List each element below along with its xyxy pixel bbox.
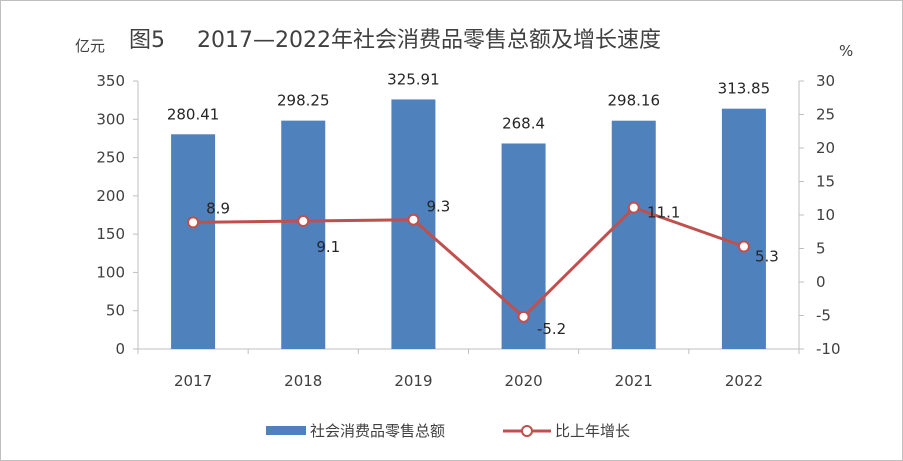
- legend-line-label: 比上年增长: [555, 422, 630, 440]
- x-tick-label: 2022: [725, 372, 763, 390]
- left-tick-label: 200: [96, 187, 125, 205]
- right-tick-label: 30: [816, 72, 835, 90]
- bar-2021: [611, 120, 656, 349]
- growth-point-2021: [627, 201, 640, 214]
- line-data-label: -5.2: [537, 320, 566, 338]
- bar-2017: [171, 134, 216, 349]
- legend-bar-swatch: [266, 426, 306, 435]
- x-tick-label: 2018: [284, 372, 322, 390]
- line-data-label: 11.1: [647, 204, 680, 222]
- bar-data-label: 298.25: [277, 92, 330, 110]
- left-tick-label: 250: [96, 149, 125, 167]
- right-axis-unit: %: [839, 42, 853, 60]
- left-tick-label: 50: [106, 302, 125, 320]
- growth-point-2019: [407, 213, 420, 226]
- left-tick-label: 350: [96, 72, 125, 90]
- chart-title: 2017—2022年社会消费品零售总额及增长速度: [197, 28, 661, 53]
- right-tick-label: 20: [816, 139, 835, 157]
- bar-data-label: 313.85: [718, 80, 771, 98]
- x-tick-label: 2017: [174, 372, 212, 390]
- left-tick-label: 0: [115, 340, 125, 358]
- right-tick-label: 0: [816, 273, 826, 291]
- growth-point-2018: [297, 215, 310, 228]
- legend-line-marker: [521, 425, 533, 437]
- bar-2018: [281, 120, 326, 349]
- bar-data-label: 268.4: [502, 114, 545, 132]
- x-tick-label: 2020: [504, 372, 542, 390]
- right-tick-label: 10: [816, 206, 835, 224]
- right-tick-label: -5: [816, 307, 831, 325]
- growth-line: [193, 206, 745, 319]
- chart-title-prefix: 图5: [129, 28, 165, 53]
- growth-point-2017: [187, 216, 200, 229]
- x-tick-label: 2019: [394, 372, 432, 390]
- bar-data-label: 325.91: [387, 70, 440, 88]
- x-tick-label: 2021: [615, 372, 653, 390]
- left-axis-unit: 亿元: [75, 37, 105, 55]
- bar-2022: [721, 108, 766, 349]
- plot-area: 0 50 100 150 200 250 300 350 -10 -5 0 5 10 15 20 25 30 20…: [96, 70, 840, 390]
- right-tick-label: 25: [816, 106, 835, 124]
- bar-data-label: 280.41: [167, 105, 220, 123]
- left-tick-label: 100: [96, 263, 125, 281]
- growth-point-2022: [737, 240, 750, 253]
- left-tick-label: 300: [96, 110, 125, 128]
- left-tick-label: 150: [96, 225, 125, 243]
- growth-point-2020: [517, 310, 530, 323]
- line-data-label: 9.3: [426, 198, 450, 216]
- line-data-label: 8.9: [206, 199, 230, 217]
- line-data-label: 5.3: [755, 247, 779, 265]
- legend-bar-label: 社会消费品零售总额: [310, 422, 445, 440]
- line-data-label: 9.1: [316, 238, 340, 256]
- legend: 社会消费品零售总额 比上年增长: [266, 422, 630, 440]
- right-tick-label: 5: [816, 240, 826, 258]
- right-tick-label: -10: [816, 340, 841, 358]
- bar-data-label: 298.16: [608, 92, 661, 110]
- right-tick-label: 15: [816, 173, 835, 191]
